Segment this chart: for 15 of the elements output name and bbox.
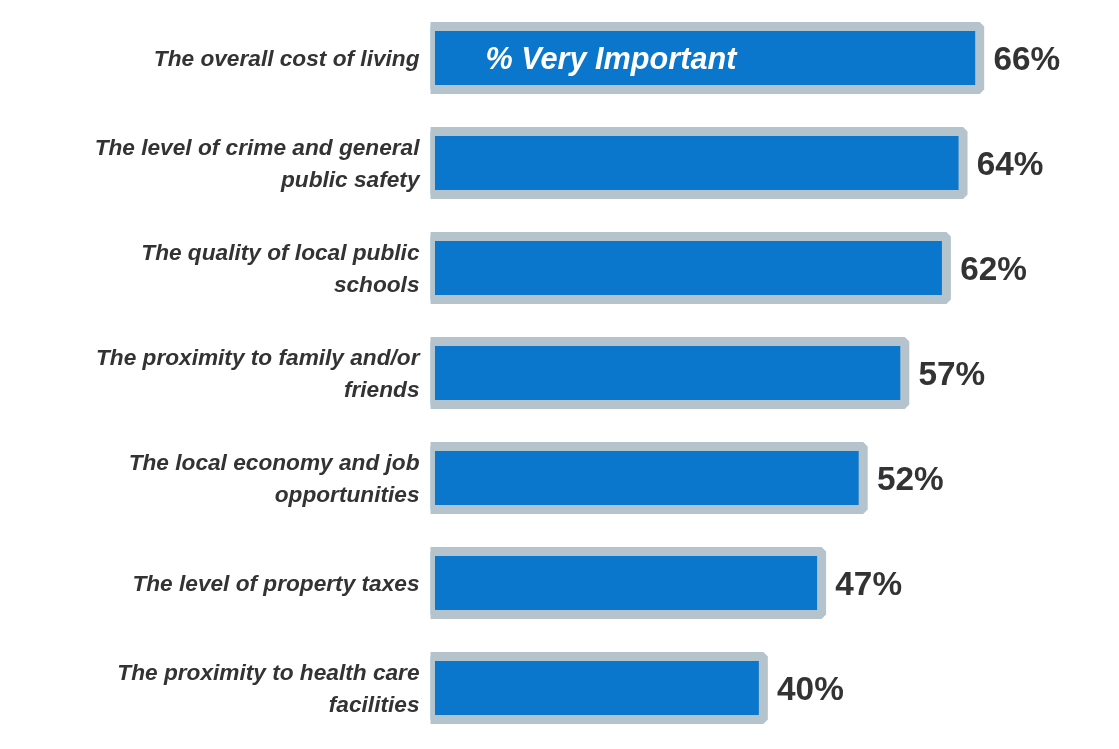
data-label: 64% (976, 144, 1044, 182)
data-label: 62% (960, 249, 1027, 287)
y-tick-label: The overall cost of living (153, 45, 420, 71)
y-tick-label: The local economy and job opportunities (128, 449, 420, 507)
y-tick-label: The level of property taxes (132, 570, 420, 596)
y-tick-label: The proximity to health care facilities (117, 659, 420, 717)
y-tick-label: The quality of local public schools (141, 239, 420, 297)
data-label: 66% (993, 39, 1061, 77)
series-label: % Very Important (485, 41, 739, 76)
data-label: 52% (876, 459, 944, 497)
data-label: 57% (918, 354, 986, 392)
data-label: 40% (777, 669, 844, 707)
y-tick-label: The level of crime and general public safety (94, 134, 421, 192)
y-tick-label: The proximity to family and/or friends (95, 344, 421, 402)
data-label: 47% (835, 564, 903, 602)
